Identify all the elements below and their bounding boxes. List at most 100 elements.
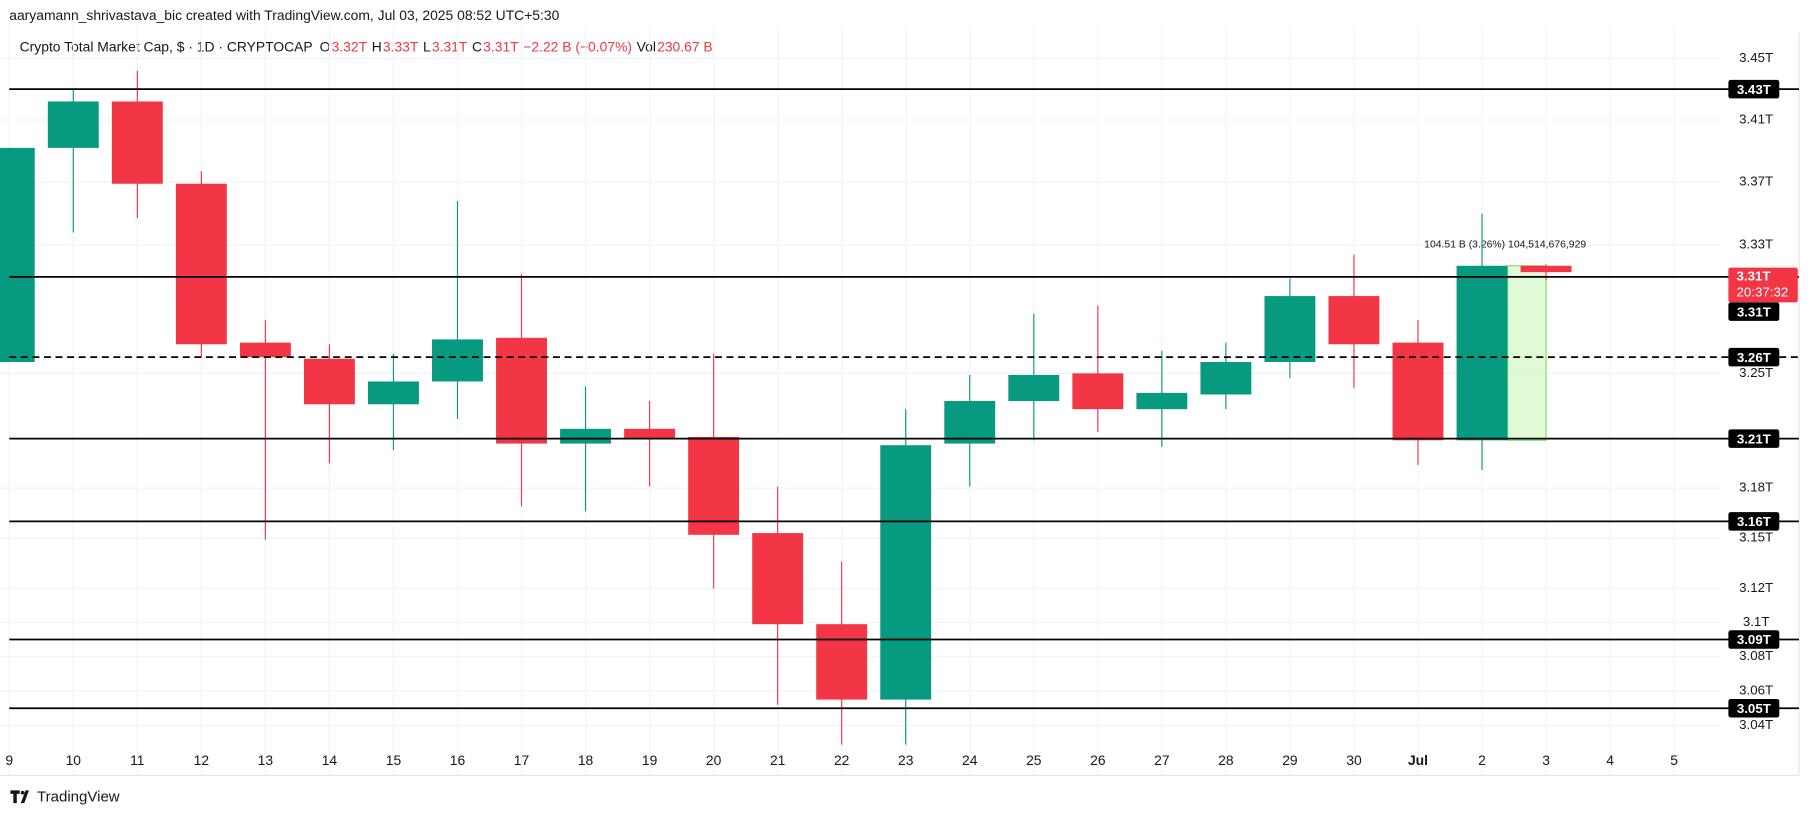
level-label: 3.16T	[1737, 514, 1771, 529]
level-label: 3.09T	[1737, 632, 1771, 647]
candle-body	[1456, 265, 1508, 441]
x-tick-label: 21	[770, 752, 786, 768]
candle-body	[624, 428, 676, 439]
x-tick-label: 5	[1670, 752, 1678, 768]
candle-body	[47, 101, 99, 148]
candle-body	[0, 147, 35, 363]
y-tick-label: 3.15T	[1739, 530, 1773, 545]
level-tag	[1728, 79, 1780, 99]
candle-body	[688, 437, 740, 535]
x-tick-label: 14	[322, 752, 338, 768]
candle-body	[111, 101, 163, 184]
legend-text: H	[372, 38, 382, 54]
y-tick-label: 3.06T	[1739, 682, 1773, 697]
y-tick-label: 3.08T	[1739, 648, 1773, 663]
candle-body	[1200, 362, 1252, 395]
y-tick-label: 3.12T	[1739, 580, 1773, 595]
level-tag	[1728, 630, 1780, 649]
candle-body	[752, 533, 804, 625]
x-tick-label: 12	[194, 752, 210, 768]
level-tag	[1728, 429, 1780, 448]
candle-body	[1008, 374, 1060, 402]
x-tick-label: 2	[1478, 752, 1486, 768]
level-tag	[1728, 512, 1780, 531]
legend-text: 3.32T	[332, 38, 368, 54]
candle-body	[560, 428, 612, 444]
y-tick-label: 3.18T	[1739, 480, 1773, 495]
candle-body	[303, 358, 355, 405]
y-tick-label: 3.41T	[1739, 112, 1773, 127]
level-tag	[1728, 698, 1780, 718]
x-tick-label: 28	[1218, 752, 1234, 768]
x-tick-label: 18	[578, 752, 594, 768]
x-tick-label: 10	[66, 752, 82, 768]
candle-body	[944, 401, 996, 444]
x-tick-label: 27	[1154, 752, 1170, 768]
legend-text: C	[472, 38, 482, 54]
credit: aaryamann_shrivastava_bic created with T…	[9, 7, 559, 23]
candle-body	[1328, 296, 1380, 345]
legend-text: 3.31T	[432, 38, 468, 54]
legend-header: Crypto Total Market Cap, $ · 1D · CRYPTO…	[20, 38, 713, 54]
x-tick-label: 25	[1026, 752, 1042, 768]
level-label: 3.43T	[1737, 82, 1771, 97]
x-tick-label: 20	[706, 752, 722, 768]
legend-text: Crypto Total Market Cap, $ · 1D · CRYPTO…	[20, 38, 313, 54]
price-tag-label: 3.31T	[1736, 268, 1770, 283]
legend-text: 3.31T	[483, 38, 519, 54]
x-tick-label: 22	[834, 752, 850, 768]
candle-body	[816, 624, 868, 700]
x-tick-label: 15	[386, 752, 402, 768]
candle-body	[368, 381, 419, 405]
candle-body	[1520, 265, 1572, 273]
x-tick-label: 24	[962, 752, 978, 768]
x-tick-label: 29	[1282, 752, 1298, 768]
level-label: 3.31T	[1737, 304, 1771, 319]
level-label: 3.26T	[1737, 350, 1771, 365]
y-tick-label: 3.37T	[1739, 174, 1773, 189]
x-tick-label: 17	[514, 752, 530, 768]
candle-body	[1072, 373, 1124, 410]
x-tick-label: 4	[1606, 752, 1614, 768]
x-tick-label: 16	[450, 752, 466, 768]
x-tick-label: 23	[898, 752, 914, 768]
x-tick-label: 30	[1346, 752, 1362, 768]
x-tick-label: 9	[5, 752, 13, 768]
legend-text: Vol	[637, 38, 656, 54]
candle-body	[175, 183, 227, 345]
y-tick-label: 3.25T	[1739, 365, 1773, 380]
measure-label: 104.51 B (3.26%) 104,514,676,929	[1424, 240, 1586, 251]
candle-body	[1392, 342, 1444, 441]
legend-text: 3.33T	[383, 38, 419, 54]
candle-body	[1136, 392, 1188, 410]
x-tick-label: 13	[258, 752, 274, 768]
legend-text: L	[423, 38, 431, 54]
x-tick-label: 11	[130, 752, 145, 768]
measure-box	[1506, 265, 1547, 441]
candle-body	[1264, 296, 1316, 363]
y-tick-label: 3.04T	[1739, 717, 1773, 732]
candle-body	[432, 339, 483, 382]
price-tag	[1728, 267, 1798, 303]
level-tag	[1728, 302, 1780, 321]
level-label: 3.05T	[1737, 701, 1771, 716]
y-tick-label: 3.1T	[1743, 614, 1770, 629]
x-tick-label: 19	[642, 752, 658, 768]
legend-text: 230.67 B	[657, 38, 713, 54]
level-label: 3.21T	[1737, 431, 1771, 446]
legend-text: −2.22 B (−0.07%)	[523, 38, 632, 54]
legend-text: O	[320, 38, 331, 54]
candle-body	[880, 445, 932, 700]
x-tick-label: 3	[1542, 752, 1550, 768]
level-tag	[1728, 347, 1780, 367]
candle-body	[239, 342, 291, 358]
candle-body	[496, 337, 547, 444]
y-tick-label: 3.45T	[1739, 50, 1773, 65]
price-tag-countdown: 20:37:32	[1736, 285, 1788, 300]
footer: TradingView	[37, 788, 120, 805]
x-tick-label: 26	[1090, 752, 1106, 768]
x-tick-label: Jul	[1408, 752, 1428, 768]
logo	[10, 790, 29, 804]
y-tick-label: 3.33T	[1739, 237, 1773, 252]
